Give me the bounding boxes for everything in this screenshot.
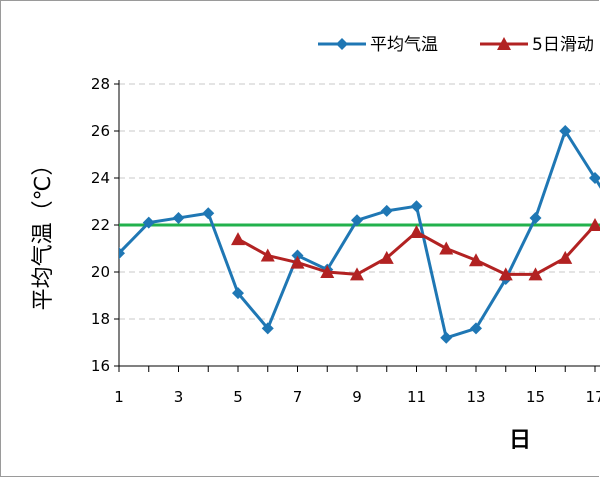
series-1-point-17 bbox=[589, 172, 600, 184]
series-2-point-9 bbox=[350, 267, 364, 281]
x-tick-label-9: 9 bbox=[352, 388, 362, 406]
series-2-point-16 bbox=[558, 250, 573, 264]
series-1-point-3 bbox=[172, 211, 185, 224]
series-2-point-14 bbox=[498, 267, 513, 281]
legend-item-series-2: 5日滑动 bbox=[480, 35, 594, 55]
series-2-point-12 bbox=[439, 241, 454, 255]
series-1-point-12 bbox=[440, 331, 453, 344]
y-tick-label-26: 26 bbox=[91, 122, 110, 140]
y-tick-label-18: 18 bbox=[91, 310, 110, 328]
series-2-point-10 bbox=[379, 250, 394, 264]
x-axis-label: 日 bbox=[509, 428, 531, 453]
series-1-point-7 bbox=[291, 249, 304, 262]
series-1-point-9 bbox=[351, 214, 363, 227]
y-tick-label-16: 16 bbox=[91, 357, 110, 375]
series-2-point-13 bbox=[469, 253, 483, 267]
legend-item-series-1: 平均气温 bbox=[318, 35, 438, 55]
x-tick-label-11: 11 bbox=[407, 388, 426, 406]
x-tick-label-5: 5 bbox=[233, 388, 243, 406]
series-2-point-15 bbox=[528, 267, 543, 281]
x-tick-label-15: 15 bbox=[526, 388, 545, 406]
series-1-point-15 bbox=[529, 211, 542, 224]
y-axis-label: 平均气温（℃） bbox=[31, 154, 56, 311]
series-2-point-6 bbox=[260, 248, 275, 262]
x-tick-label-3: 3 bbox=[174, 388, 184, 406]
series-2-point-7 bbox=[290, 255, 305, 269]
series-2-point-11 bbox=[409, 225, 424, 239]
series-1-point-4 bbox=[202, 207, 215, 220]
series-2-point-17 bbox=[588, 218, 600, 231]
series-1-point-13 bbox=[470, 322, 482, 335]
series-1-line bbox=[119, 129, 600, 340]
legend-label-series-2: 5日滑动 bbox=[532, 35, 594, 55]
series-1-point-5 bbox=[232, 287, 244, 300]
x-tick-label-17: 17 bbox=[585, 388, 600, 406]
y-tick-label-28: 28 bbox=[91, 75, 110, 93]
gridlines bbox=[119, 83, 600, 320]
x-tick-label-13: 13 bbox=[466, 388, 485, 406]
y-tick-label-24: 24 bbox=[91, 169, 110, 187]
x-tick-label-7: 7 bbox=[293, 388, 303, 406]
series-1-point-2 bbox=[142, 216, 155, 229]
y-tick-label-22: 22 bbox=[91, 216, 110, 234]
series-1-point-6 bbox=[261, 322, 274, 335]
legend: 平均气温 5日滑动 bbox=[318, 35, 594, 55]
series-1-point-1 bbox=[119, 247, 125, 260]
series-2-point-8 bbox=[320, 265, 335, 278]
series-1-point-16 bbox=[559, 125, 572, 137]
plot-area bbox=[119, 125, 600, 344]
series-2-point-5 bbox=[231, 232, 245, 246]
legend-label-series-1: 平均气温 bbox=[370, 35, 438, 55]
axes bbox=[114, 80, 600, 372]
series-1-point-11 bbox=[410, 200, 423, 213]
y-tick-label-20: 20 bbox=[91, 263, 110, 281]
series-1-point-10 bbox=[380, 204, 393, 217]
x-tick-label-1: 1 bbox=[114, 388, 124, 406]
